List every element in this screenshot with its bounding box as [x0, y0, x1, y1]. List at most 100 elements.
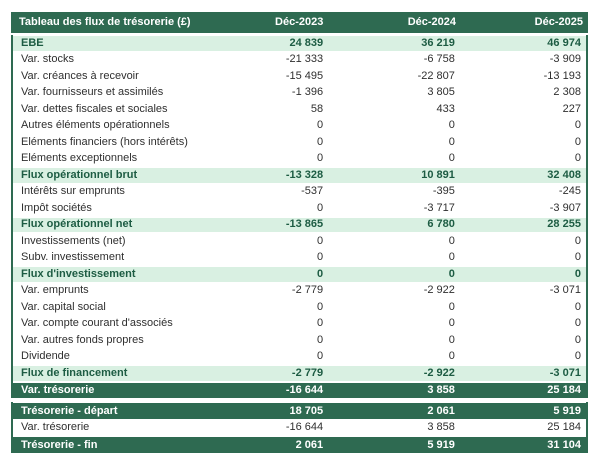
table-row: Var. créances à recevoir -15 495 -22 807 -1… [13, 68, 586, 85]
row-value: 0 [317, 152, 324, 165]
row-value: -395 [432, 185, 455, 198]
row-value: 25 184 [547, 421, 581, 433]
row-value: 0 [448, 135, 455, 148]
row-label: Var. fournisseurs et assimilés [21, 86, 164, 99]
table-row: Var. dettes fiscales et sociales 58 433 227 [13, 101, 586, 118]
row-value: 0 [317, 201, 324, 214]
row-label: Trésorerie - départ [21, 404, 118, 417]
row-value: 0 [574, 234, 581, 247]
column-header-dec-2025: Déc-2025 [534, 16, 583, 28]
table-row: Var. stocks -21 333 -6 758 -3 909 [13, 51, 586, 68]
row-label: Trésorerie - fin [21, 438, 98, 451]
row-value: 3 858 [427, 383, 455, 396]
row-label: Flux de financement [21, 366, 128, 379]
column-header-dec-2024: Déc-2024 [407, 16, 457, 28]
row-value: -1 396 [291, 86, 324, 99]
row-value: 3 858 [427, 421, 455, 433]
table-row: Eléments exceptionnels 0 0 0 [13, 150, 586, 167]
row-value: 0 [448, 251, 455, 264]
row-label: Impôt sociétés [21, 201, 92, 214]
row-value: -2 922 [423, 366, 455, 379]
row-value: -537 [301, 185, 324, 198]
row-value: 433 [436, 102, 455, 115]
table-row: Flux d'investissement 0 0 0 [13, 266, 586, 283]
table-row: Var. trésorerie -16 644 3 858 25 184 [13, 419, 586, 436]
row-label: Eléments exceptionnels [21, 152, 138, 165]
table-row: Flux de financement -2 779 -2 922 -3 071 [13, 365, 586, 382]
row-value: 28 255 [547, 218, 581, 231]
row-value: 5 919 [553, 404, 581, 417]
row-value: 25 184 [547, 383, 581, 396]
row-value: 0 [574, 119, 581, 132]
table-row: Dividende 0 0 0 [13, 348, 586, 365]
table-row: Var. emprunts -2 779 -2 922 -3 071 [13, 282, 586, 299]
row-value: -2 779 [291, 284, 324, 297]
row-value: -21 333 [285, 53, 324, 66]
table-body: EBE 24 839 36 219 46 974 Var. stocks -21 333 -… [11, 35, 588, 398]
table-row: Eléments financiers (hors intérêts) 0 0 0 [13, 134, 586, 151]
row-value: 0 [317, 119, 324, 132]
row-value: -3 907 [549, 201, 581, 214]
row-label: Var. compte courant d'associés [21, 317, 173, 330]
table-row: Investissements (net) 0 0 0 [13, 233, 586, 250]
row-label: Var. dettes fiscales et sociales [21, 102, 168, 115]
row-value: 0 [448, 234, 455, 247]
row-value: 227 [562, 102, 581, 115]
row-label: Flux d'investissement [21, 267, 136, 280]
row-value: -16 644 [285, 421, 324, 433]
row-label: Intérêts sur emprunts [21, 185, 125, 198]
table-row: Flux opérationnel brut -13 328 10 891 32 40… [13, 167, 586, 184]
row-label: Eléments financiers (hors intérêts) [21, 135, 188, 148]
table-row: Trésorerie - fin 2 061 5 919 31 104 [13, 436, 586, 453]
row-value: 2 308 [553, 86, 581, 99]
row-value: 46 974 [547, 36, 581, 49]
row-value: 31 104 [547, 438, 581, 451]
row-label: Var. capital social [21, 300, 106, 313]
table-row: Var. autres fonds propres 0 0 0 [13, 332, 586, 349]
row-value: 0 [317, 234, 324, 247]
row-value: 0 [448, 300, 455, 313]
row-label: Var. emprunts [21, 284, 89, 297]
row-value: 0 [448, 267, 455, 280]
row-label: Var. créances à recevoir [21, 69, 139, 82]
row-value: -3 909 [549, 53, 581, 66]
row-value: 0 [574, 152, 581, 165]
table-row: Autres éléments opérationnels 0 0 0 [13, 117, 586, 134]
table-row: EBE 24 839 36 219 46 974 [13, 35, 586, 52]
row-label: Flux opérationnel net [21, 218, 133, 231]
row-label: Var. trésorerie [21, 383, 95, 396]
table-row: Var. compte courant d'associés 0 0 0 [13, 315, 586, 332]
row-label: EBE [21, 36, 44, 49]
row-value: 0 [448, 333, 455, 346]
row-value: 10 891 [421, 168, 455, 181]
table-header-row: Tableau des flux de trésorerie (£) Déc-2… [11, 12, 588, 33]
row-value: 58 [310, 102, 324, 115]
row-value: -3 071 [549, 284, 581, 297]
row-value: 0 [448, 350, 455, 363]
row-value: -245 [558, 185, 581, 198]
row-value: -13 193 [543, 69, 581, 82]
row-value: 24 839 [289, 36, 324, 49]
table-row: Trésorerie - départ 18 705 2 061 5 919 [13, 402, 586, 419]
column-header-dec-2023: Déc-2023 [275, 16, 324, 28]
row-value: 0 [448, 152, 455, 165]
row-value: 32 408 [547, 168, 581, 181]
row-value: -2 922 [423, 284, 455, 297]
row-value: 0 [574, 300, 581, 313]
table-row: Subv. investissement 0 0 0 [13, 249, 586, 266]
row-value: 0 [448, 317, 455, 330]
row-value: -13 865 [285, 218, 324, 231]
row-value: 2 061 [295, 438, 324, 451]
row-label: Var. autres fonds propres [21, 333, 144, 346]
row-value: 0 [574, 135, 581, 148]
row-label: Investissements (net) [21, 234, 126, 247]
row-value: -15 495 [285, 69, 324, 82]
row-value: 0 [317, 317, 324, 330]
row-value: 6 780 [427, 218, 455, 231]
table-row: Var. capital social 0 0 0 [13, 299, 586, 316]
table-row: Impôt sociétés 0 -3 717 -3 907 [13, 200, 586, 217]
row-value: 2 061 [427, 404, 455, 417]
row-value: 0 [317, 300, 324, 313]
row-value: -22 807 [417, 69, 455, 82]
row-value: 0 [574, 251, 581, 264]
